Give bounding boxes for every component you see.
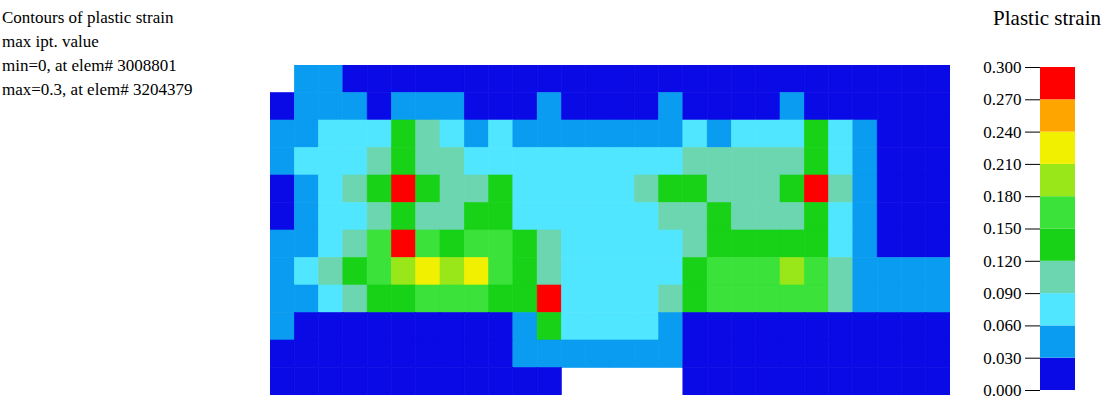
svg-text:0.030: 0.030 [983,349,1021,368]
svg-text:0.090: 0.090 [983,284,1021,303]
html-text:min=0, at elem# 3008801: min=0, at elem# 3008801 [2,56,177,75]
svg-text:0.210: 0.210 [983,155,1021,174]
html-text:max ipt. value: max ipt. value [2,32,99,51]
svg-text:0.180: 0.180 [983,187,1021,206]
svg-text:0.060: 0.060 [983,316,1021,335]
svg-text:0.240: 0.240 [983,123,1021,142]
svg-text:0.000: 0.000 [983,381,1021,400]
svg-text:0.120: 0.120 [983,252,1021,271]
html-text:max=0.3, at elem# 3204379: max=0.3, at elem# 3204379 [2,80,193,99]
svg-text:0.270: 0.270 [983,90,1021,109]
html-text:Contours of plastic strain: Contours of plastic strain [2,8,174,27]
html-text:Plastic strain: Plastic strain [993,6,1101,30]
svg-text:0.150: 0.150 [983,219,1021,238]
svg-text:0.300: 0.300 [983,58,1021,77]
